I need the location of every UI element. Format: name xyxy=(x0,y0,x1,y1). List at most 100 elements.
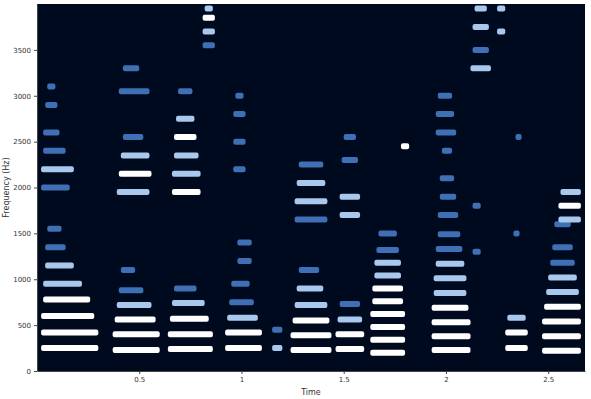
spectral-streak xyxy=(291,332,332,338)
spectral-streak xyxy=(235,93,243,99)
tick-label: 1.5 xyxy=(339,376,350,384)
spectral-streak xyxy=(117,189,150,195)
spectral-streak xyxy=(374,273,401,279)
spectral-streak xyxy=(338,317,363,323)
tick-label: 2000 xyxy=(13,184,31,192)
spectral-streak xyxy=(470,65,490,71)
spectral-streak xyxy=(172,171,201,177)
spectral-streak xyxy=(505,329,527,335)
spectral-streak xyxy=(121,267,135,273)
spectral-streak xyxy=(233,139,245,145)
spectral-streak xyxy=(41,313,94,319)
spectral-streak xyxy=(440,175,454,181)
spectral-streak xyxy=(227,315,258,321)
plot-background xyxy=(37,4,585,371)
spectral-streak xyxy=(47,226,61,232)
tick: 2.5 xyxy=(543,371,554,384)
tick-label: 3500 xyxy=(13,47,31,55)
tick: 1 xyxy=(240,371,244,384)
spectral-streak xyxy=(299,162,324,168)
spectral-streak xyxy=(293,318,330,324)
spectral-streak xyxy=(432,333,471,339)
spectral-streak xyxy=(203,15,215,21)
tick: 2500 xyxy=(13,138,37,146)
spectral-streak xyxy=(548,274,577,280)
spectral-streak xyxy=(374,260,401,266)
tick-mark xyxy=(34,142,37,143)
tick: 0 xyxy=(27,368,37,376)
tick-label: 0 xyxy=(27,368,31,376)
spectral-streak xyxy=(370,337,405,343)
tick-mark xyxy=(241,371,242,374)
spectral-streak xyxy=(295,302,328,308)
tick-mark xyxy=(34,371,37,372)
tick-mark xyxy=(34,279,37,280)
spectral-streak xyxy=(225,329,262,335)
spectral-streak xyxy=(340,212,360,218)
tick-label: 1500 xyxy=(13,230,31,238)
spectral-streak xyxy=(113,331,160,337)
spectral-streak xyxy=(372,298,403,304)
spectral-streak xyxy=(550,260,575,266)
spectral-streak xyxy=(295,198,328,204)
tick: 500 xyxy=(18,322,37,330)
spectral-streak xyxy=(233,111,245,117)
spectral-streak xyxy=(113,347,160,353)
spectral-streak xyxy=(336,346,365,352)
spectral-streak xyxy=(117,302,152,308)
spectral-streak xyxy=(178,88,192,94)
spectral-streak xyxy=(370,324,405,330)
spectral-streak xyxy=(291,347,332,353)
tick-label: 2 xyxy=(444,376,448,384)
spectral-streak xyxy=(176,116,194,122)
spectral-streak xyxy=(47,84,55,90)
x-axis: 0.5 1 1.5 2 2.5 xyxy=(38,371,586,384)
spectral-streak xyxy=(436,246,463,252)
spectral-streak xyxy=(542,333,581,339)
spectral-streak xyxy=(475,6,487,12)
spectral-streak xyxy=(436,261,465,267)
tick-label: 1000 xyxy=(13,276,31,284)
spectral-streak xyxy=(376,247,398,253)
spectral-streak xyxy=(473,47,489,53)
axis-line xyxy=(37,5,38,372)
spectral-streak xyxy=(370,350,405,356)
spectral-streak xyxy=(434,275,467,281)
axis-line xyxy=(38,371,586,372)
spectral-streak xyxy=(168,346,213,352)
spectral-streak xyxy=(542,348,581,354)
spectral-streak xyxy=(438,212,458,218)
spectral-streak xyxy=(515,134,521,140)
tick: 3500 xyxy=(13,47,37,55)
spectral-streak xyxy=(544,304,581,310)
spectral-streak xyxy=(41,166,74,172)
spectral-streak xyxy=(432,347,471,353)
tick: 0.5 xyxy=(134,371,145,384)
spectral-streak xyxy=(272,345,282,351)
spectral-streak xyxy=(401,143,409,149)
spectral-streak xyxy=(344,134,356,140)
spectral-streak xyxy=(203,42,215,48)
spectral-streak xyxy=(342,157,358,163)
spectral-streak xyxy=(237,240,251,246)
tick-label: 2.5 xyxy=(543,376,554,384)
tick-mark xyxy=(34,233,37,234)
spectral-streak xyxy=(121,152,150,158)
spectral-streak xyxy=(558,203,580,209)
spectral-streak xyxy=(45,244,65,250)
spectral-streak xyxy=(174,152,199,158)
tick-label: 0.5 xyxy=(134,376,145,384)
spectral-streak xyxy=(432,305,469,311)
spectral-streak xyxy=(473,24,489,30)
tick-mark xyxy=(34,188,37,189)
spectral-streak xyxy=(507,315,525,321)
spectral-streak xyxy=(372,285,403,291)
tick-label: 1 xyxy=(240,376,244,384)
spectral-streak xyxy=(41,329,98,335)
spectral-streak xyxy=(432,319,471,325)
spectral-streak xyxy=(505,345,527,351)
spectral-streak xyxy=(231,281,249,287)
tick: 2 xyxy=(444,371,448,384)
spectral-streak xyxy=(43,129,59,135)
spectral-streak xyxy=(440,194,456,200)
